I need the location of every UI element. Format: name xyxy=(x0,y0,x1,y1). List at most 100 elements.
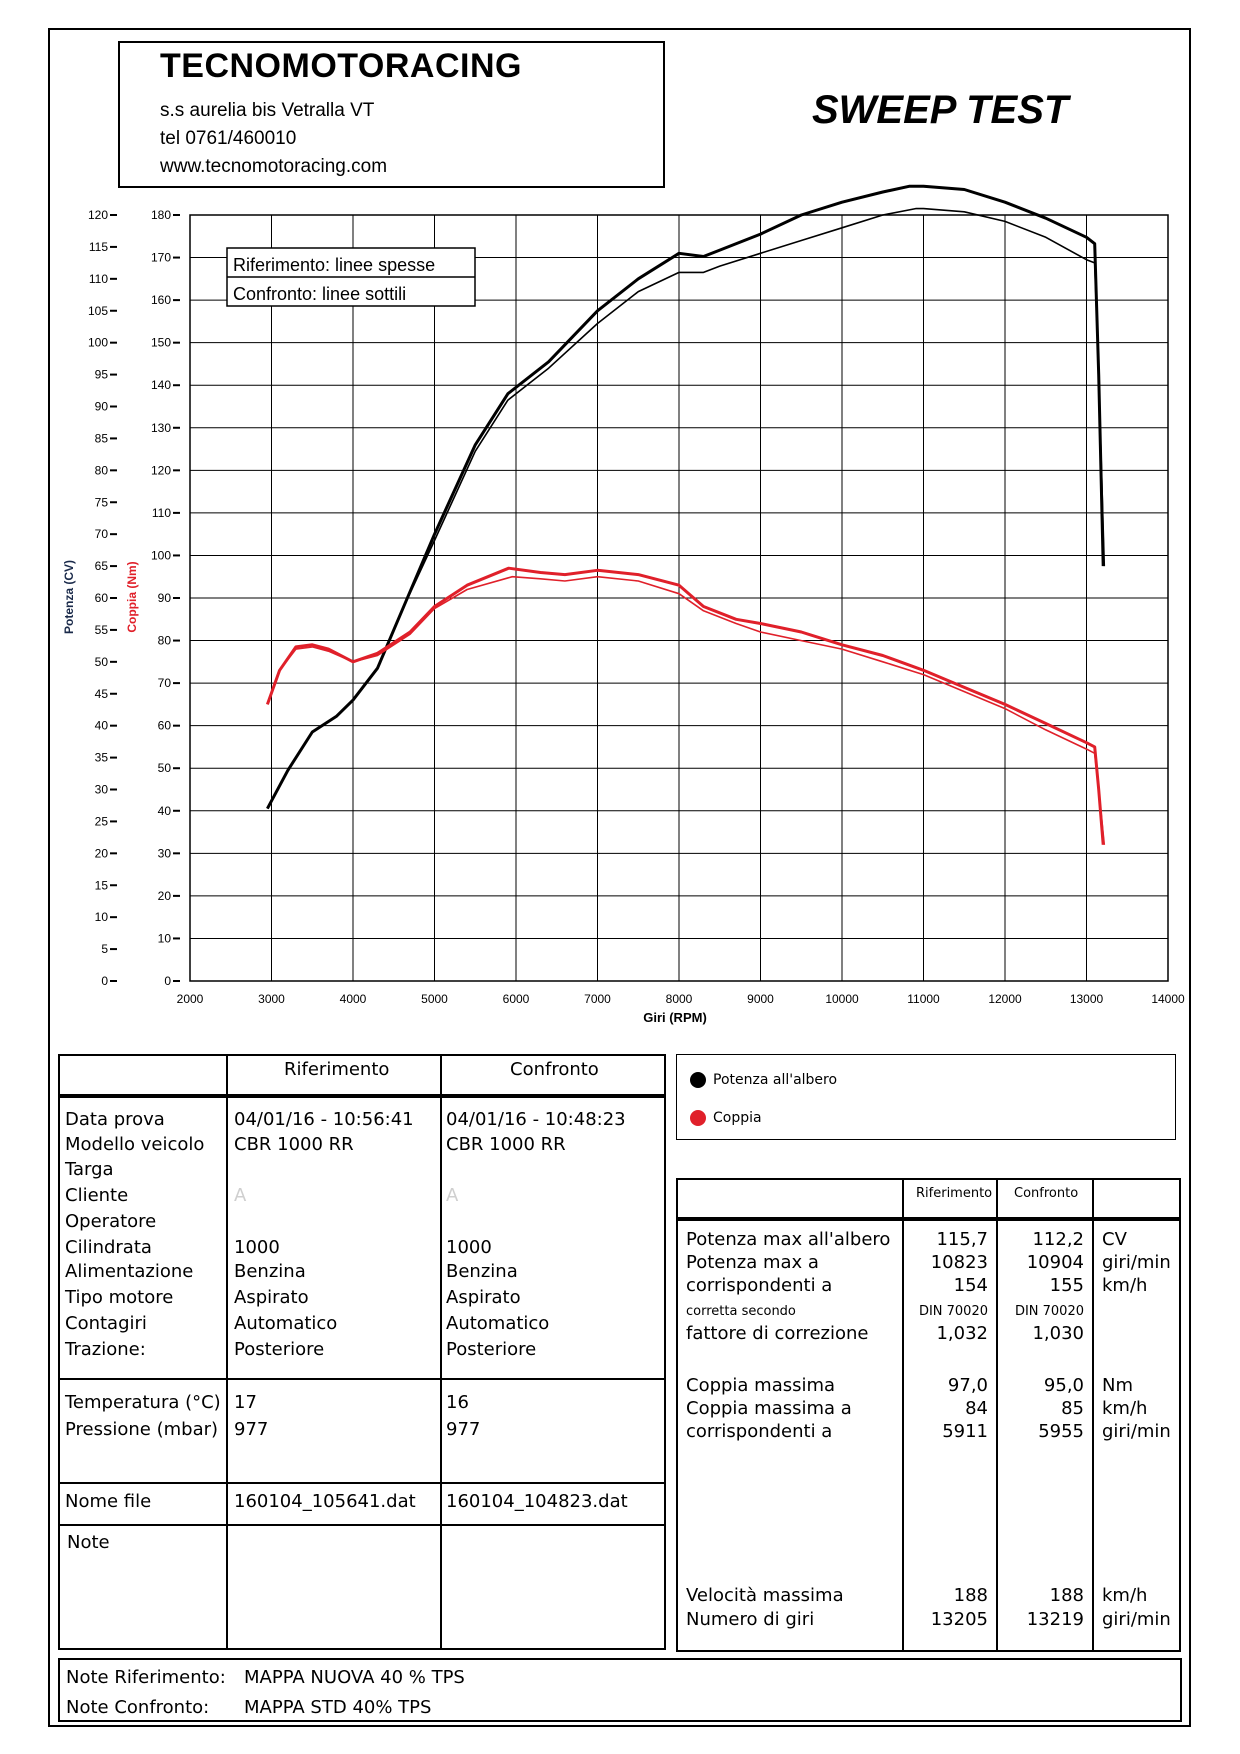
torque-tick-label: 90 xyxy=(158,591,172,605)
rpm-tick-label: 4000 xyxy=(340,992,367,1006)
power-tick-label: 80 xyxy=(95,463,109,477)
power-tick-label: 70 xyxy=(95,527,109,541)
note-ref-text: MAPPA NUOVA 40 % TPS xyxy=(244,1667,465,1688)
note-label: Note xyxy=(67,1532,110,1553)
info-row-cmp: Benzina xyxy=(446,1261,518,1282)
rpm-tick-label: 5000 xyxy=(421,992,448,1006)
result-ref: 10823 xyxy=(930,1252,988,1273)
power-tick-label: 40 xyxy=(95,719,109,733)
result-ref: 154 xyxy=(953,1275,988,1296)
env-row-label: Pressione (mbar) xyxy=(65,1419,219,1440)
env-row-cmp: 16 xyxy=(446,1392,469,1413)
torque-tick-label: 60 xyxy=(158,719,172,733)
result-unit: CV xyxy=(1102,1229,1127,1250)
info-row-label: Trazione: xyxy=(65,1339,146,1360)
results-col-divider xyxy=(902,1178,904,1652)
info-col-divider xyxy=(440,1054,442,1650)
info-row-ref: Posteriore xyxy=(234,1339,325,1360)
result-label: Coppia massima a xyxy=(686,1398,852,1419)
power-tick-label: 15 xyxy=(95,878,109,892)
power-tick-label: 45 xyxy=(95,687,109,701)
rpm-tick-label: 12000 xyxy=(988,992,1022,1006)
results-col-divider xyxy=(996,1178,998,1652)
torque-tick-label: 120 xyxy=(151,463,171,477)
power-tick-label: 90 xyxy=(95,400,109,414)
torque-legend-swatch xyxy=(690,1110,706,1126)
power-tick-label: 10 xyxy=(95,910,109,924)
power-axis-label: Potenza (CV) xyxy=(62,560,76,634)
power-tick-label: 20 xyxy=(95,846,109,860)
result-ref: 115,7 xyxy=(936,1229,988,1250)
results-col-ref: Riferimento xyxy=(916,1186,993,1201)
power-tick-label: 120 xyxy=(88,208,108,222)
power-tick-label: 105 xyxy=(88,304,108,318)
x-axis-label: Giri (RPM) xyxy=(643,1010,707,1025)
power-axis-ticks: 0 5 10 15 20 25 30 35 40 45 50 55 60 65 70 75 80 85 90 95 10… xyxy=(88,208,117,988)
power-tick-label: 115 xyxy=(89,240,108,254)
result-label: corrispondenti a xyxy=(686,1275,833,1296)
rpm-tick-label: 11000 xyxy=(907,992,940,1006)
torque-tick-label: 40 xyxy=(158,804,172,818)
info-row-ref: 04/01/16 - 10:56:41 xyxy=(234,1109,414,1130)
notes-box xyxy=(58,1658,1182,1722)
torque-tick-label: 80 xyxy=(158,634,172,648)
result-label: Numero di giri xyxy=(686,1609,815,1630)
power-tick-label: 25 xyxy=(95,814,109,828)
result-label: corrispondenti a xyxy=(686,1421,833,1442)
result-cmp: 155 xyxy=(1049,1275,1084,1296)
dyno-chart: 0 5 10 15 20 25 30 35 40 45 50 55 60 65 70 75 80 85 90 95 10… xyxy=(62,184,1185,1025)
result-cmp: 1,030 xyxy=(1032,1323,1084,1344)
torque-tick-label: 160 xyxy=(151,293,171,307)
rpm-tick-label: 3000 xyxy=(258,992,285,1006)
rpm-tick-label: 9000 xyxy=(747,992,774,1006)
power-tick-label: 95 xyxy=(95,368,109,382)
torque-tick-label: 30 xyxy=(158,846,172,860)
info-row-label: Alimentazione xyxy=(65,1261,194,1282)
result-ref: 13205 xyxy=(930,1609,988,1630)
power-tick-label: 35 xyxy=(95,751,109,765)
info-row-ref: A xyxy=(234,1185,247,1206)
rpm-tick-label: 13000 xyxy=(1070,992,1104,1006)
company-phone: tel 0761/460010 xyxy=(160,128,297,149)
result-cmp: 188 xyxy=(1049,1585,1084,1606)
legend-cmp-lines: Confronto: linee sottili xyxy=(233,284,406,304)
info-row-ref: Automatico xyxy=(234,1313,338,1334)
info-row-cmp: CBR 1000 RR xyxy=(446,1134,566,1155)
result-cmp: 13219 xyxy=(1026,1609,1084,1630)
result-unit: km/h xyxy=(1102,1398,1148,1419)
env-row-ref: 977 xyxy=(234,1419,269,1440)
info-row-label: Cliente xyxy=(65,1185,129,1206)
power-tick-label: 85 xyxy=(95,431,109,445)
info-row-cmp: Aspirato xyxy=(446,1287,521,1308)
result-unit: km/h xyxy=(1102,1585,1148,1606)
result-cmp: 10904 xyxy=(1026,1252,1084,1273)
torque-tick-label: 100 xyxy=(151,548,171,562)
info-row-cmp: 1000 xyxy=(446,1237,492,1258)
info-row-ref: Aspirato xyxy=(234,1287,309,1308)
torque-tick-label: 180 xyxy=(151,208,171,222)
info-rule xyxy=(58,1482,666,1484)
result-ref: 1,032 xyxy=(936,1323,988,1344)
series-legend xyxy=(676,1054,1176,1140)
result-ref: 84 xyxy=(965,1398,988,1419)
power-tick-label: 30 xyxy=(95,783,109,797)
power-tick-label: 75 xyxy=(95,495,109,509)
rpm-tick-label: 6000 xyxy=(503,992,530,1006)
result-label: corretta secondo xyxy=(686,1304,796,1319)
result-cmp: 112,2 xyxy=(1032,1229,1084,1250)
result-unit: Nm xyxy=(1102,1375,1133,1396)
result-cmp: 95,0 xyxy=(1043,1375,1084,1396)
company-website: www.tecnomotoracing.com xyxy=(160,156,388,177)
file-cmp: 160104_104823.dat xyxy=(446,1491,628,1512)
info-row-label: Targa xyxy=(65,1159,114,1180)
torque-tick-label: 170 xyxy=(151,251,171,265)
rpm-axis-ticks: 2000 3000 4000 5000 6000 7000 8000 9000 10000 110… xyxy=(177,992,1185,1006)
torque-tick-label: 150 xyxy=(151,336,171,350)
note-ref-label: Note Riferimento: xyxy=(66,1667,226,1688)
env-row-label: Temperatura (°C) xyxy=(65,1392,221,1413)
info-row-ref: 1000 xyxy=(234,1237,280,1258)
power-tick-label: 5 xyxy=(101,942,108,956)
legend-ref-lines: Riferimento: linee spesse xyxy=(233,255,435,275)
results-header-rule xyxy=(676,1217,1181,1221)
results-col-divider xyxy=(1092,1178,1094,1652)
